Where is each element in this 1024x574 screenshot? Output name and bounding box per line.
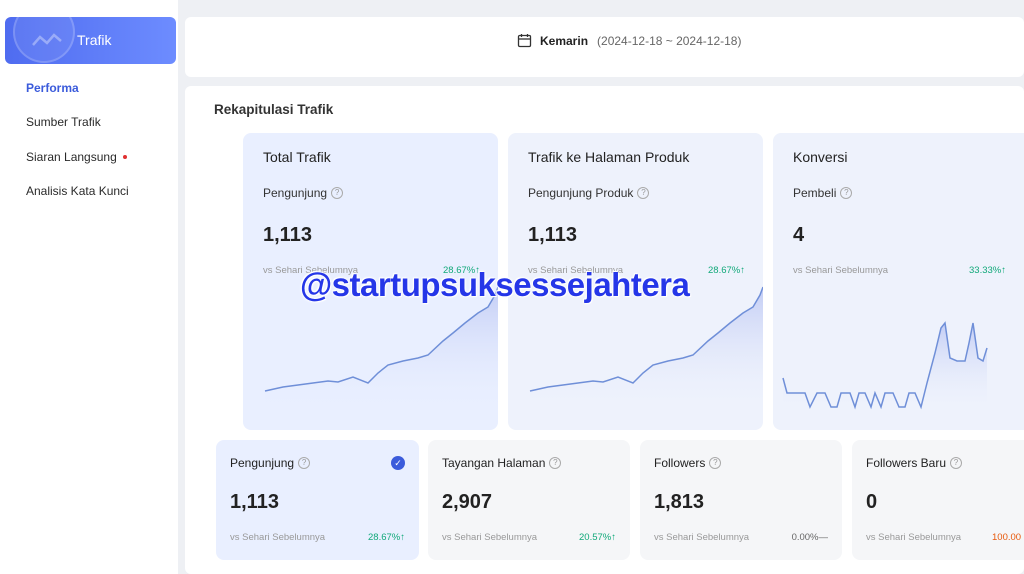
small-card-pengunjung[interactable]: Pengunjung? ✓ 1,113 vs Sehari Sebelumnya… (216, 440, 419, 560)
brand-label: Trafik (77, 32, 112, 48)
sparkline-total-trafik (264, 286, 498, 413)
card-comparison-label: vs Sehari Sebelumnya (442, 532, 538, 543)
big-card-total-trafik[interactable]: Total Trafik Pengunjung? 1,113 vs Sehari… (243, 133, 498, 430)
card-change: 28.67%↑ (443, 265, 480, 276)
sparkline-halaman-produk (529, 286, 763, 413)
help-icon[interactable]: ? (637, 187, 650, 199)
help-icon[interactable]: ? (549, 457, 562, 469)
card-comparison-label: vs Sehari Sebelumnya (793, 265, 889, 276)
card-comparison-label: vs Sehari Sebelumnya (654, 532, 750, 543)
big-card-trafik-halaman-produk[interactable]: Trafik ke Halaman Produk Pengunjung Prod… (508, 133, 763, 430)
traffic-summary-panel: Rekapitulasi Trafik Total Trafik Pengunj… (185, 86, 1024, 574)
card-value: 1,113 (230, 491, 279, 513)
card-title: Followers? (654, 456, 722, 470)
card-title: Pengunjung? (230, 456, 311, 470)
card-value: 1,813 (654, 491, 705, 513)
sidebar-item-performa[interactable]: Performa (26, 81, 79, 95)
sparkline-konversi (782, 321, 988, 413)
watermark-text: @startupsuksessejahtera (300, 266, 690, 303)
checkmark-icon[interactable]: ✓ (391, 456, 405, 470)
panel-title: Rekapitulasi Trafik (214, 102, 334, 117)
sidebar: Trafik Performa Sumber Trafik Siaran Lan… (0, 0, 178, 574)
card-title: Trafik ke Halaman Produk (528, 149, 690, 165)
sidebar-nav: Performa Sumber Trafik Siaran Langsung A… (26, 80, 129, 217)
card-comparison-label: vs Sehari Sebelumnya (230, 532, 326, 543)
card-title: Konversi (793, 149, 848, 165)
sidebar-item-siaran-langsung[interactable]: Siaran Langsung (26, 149, 129, 183)
card-change: 33.33%↑ (969, 265, 1006, 276)
card-change: 20.57%↑ (579, 532, 616, 543)
date-filter-bar: Kemarin (2024-12-18 ~ 2024-12-18) (185, 17, 1024, 77)
date-picker[interactable]: Kemarin (2024-12-18 ~ 2024-12-18) (517, 33, 741, 48)
card-change: 100.00 (992, 532, 1022, 543)
card-metric: Pembeli? (793, 186, 853, 200)
small-card-followers[interactable]: Followers? 1,813 vs Sehari Sebelumnya 0.… (640, 440, 842, 560)
sidebar-item-analisis-kata-kunci[interactable]: Analisis Kata Kunci (26, 183, 129, 198)
help-icon[interactable]: ? (298, 457, 311, 469)
card-title: Followers Baru? (866, 456, 963, 470)
help-icon[interactable]: ? (840, 187, 853, 199)
card-metric: Pengunjung? (263, 186, 344, 200)
card-change: 0.00%— (791, 532, 828, 543)
card-value: 0 (866, 491, 878, 513)
card-value: 1,113 (528, 224, 577, 246)
card-comparison-label: vs Sehari Sebelumnya (263, 265, 359, 276)
help-icon[interactable]: ? (331, 187, 344, 199)
small-card-followers-baru[interactable]: Followers Baru? 0 vs Sehari Sebelumnya 1… (852, 440, 1024, 560)
date-range-text: (2024-12-18 ~ 2024-12-18) (597, 33, 742, 48)
big-card-konversi[interactable]: Konversi Pembeli? 4 vs Sehari Sebelumnya… (773, 133, 1024, 430)
card-comparison-label: vs Sehari Sebelumnya (528, 265, 624, 276)
card-title: Tayangan Halaman? (442, 456, 562, 470)
card-metric: Pengunjung Produk? (528, 186, 650, 200)
new-dot-badge (122, 155, 127, 160)
help-icon[interactable]: ? (709, 457, 722, 469)
card-value: 1,113 (263, 224, 312, 246)
trend-wave-icon (32, 33, 62, 46)
help-icon[interactable]: ? (950, 457, 963, 469)
date-preset-label: Kemarin (540, 33, 589, 48)
card-value: 2,907 (442, 491, 493, 513)
sidebar-item-sumber-trafik[interactable]: Sumber Trafik (26, 115, 101, 130)
card-title: Total Trafik (263, 149, 331, 165)
card-value: 4 (793, 224, 805, 246)
calendar-icon (517, 34, 532, 48)
card-change: 28.67%↑ (368, 532, 405, 543)
card-comparison-label: vs Sehari Sebelumnya (866, 532, 962, 543)
sidebar-brand-tab[interactable]: Trafik (5, 17, 176, 64)
card-change: 28.67%↑ (708, 265, 745, 276)
small-card-tayangan-halaman[interactable]: Tayangan Halaman? 2,907 vs Sehari Sebelu… (428, 440, 630, 560)
